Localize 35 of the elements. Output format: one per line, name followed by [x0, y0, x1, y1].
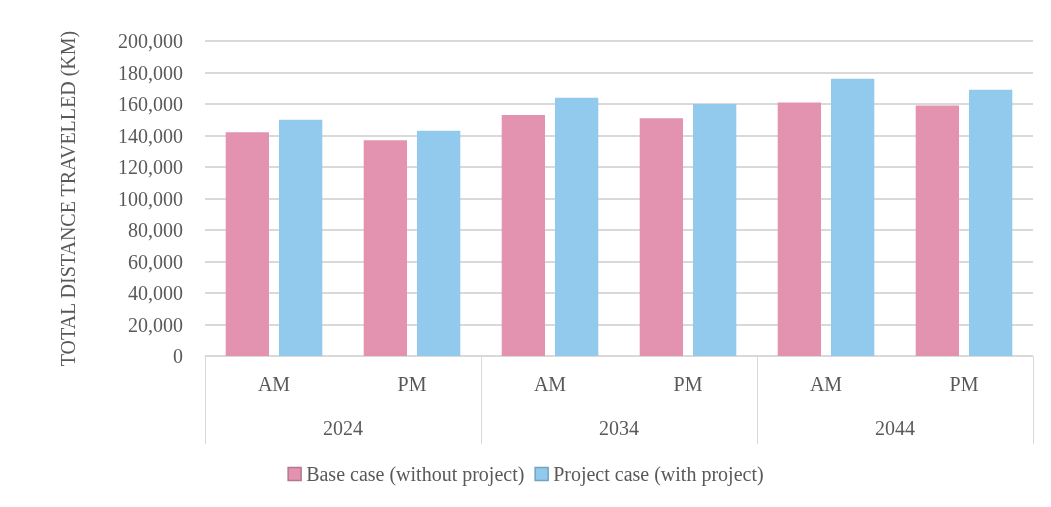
bar: [777, 102, 822, 356]
y-tick-label: 160,000: [118, 93, 183, 115]
y-axis-title: TOTAL DISTANCE TRAVELLED (KM): [57, 30, 80, 367]
bar: [278, 119, 323, 356]
y-tick-label: 200,000: [118, 30, 183, 52]
bar: [225, 132, 270, 356]
bar: [692, 104, 737, 356]
y-tick-label: 120,000: [118, 156, 183, 178]
y-tick-label: 180,000: [118, 61, 183, 84]
y-tick-label: 40,000: [128, 282, 183, 304]
bar: [639, 118, 684, 356]
x-tick-label: PM: [673, 373, 703, 395]
text: 2024: [323, 417, 363, 439]
text: 2044: [875, 417, 915, 439]
y-tick-label: 20,000: [128, 313, 183, 336]
legend-label: Base case (without project): [306, 463, 525, 486]
legend-label: Project case (with project): [553, 463, 764, 486]
y-tick-label: 0: [173, 345, 183, 367]
x-tick-label: PM: [949, 373, 979, 395]
bar: [830, 78, 875, 356]
bar: [968, 89, 1013, 356]
bar: [501, 115, 546, 356]
bar: [416, 130, 461, 356]
x-tick-label: PM: [397, 373, 427, 395]
text: 2034: [599, 417, 639, 439]
y-tick-label: 140,000: [118, 124, 183, 147]
y-tick-label: 80,000: [128, 219, 183, 241]
x-tick-label: AM: [809, 373, 843, 395]
y-tick-label: 100,000: [118, 187, 183, 210]
bar: [915, 105, 960, 356]
x-tick-label: AM: [257, 373, 291, 395]
x-tick-label: AM: [533, 373, 567, 395]
bar: [363, 140, 408, 356]
bar: [554, 97, 599, 356]
y-tick-label: 60,000: [128, 250, 183, 273]
